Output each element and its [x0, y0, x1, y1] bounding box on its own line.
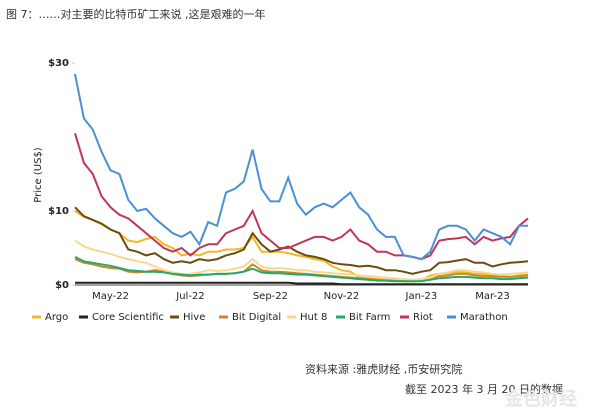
series-line: [74, 133, 529, 261]
x-tick-label: Nov-22: [324, 291, 360, 302]
legend-label: Core Scientific: [92, 312, 164, 323]
y-tick-label: $10: [48, 206, 69, 217]
watermark: 金色财经: [504, 388, 577, 410]
legend-label: Hut 8: [300, 312, 327, 323]
x-tick-label: May-22: [92, 291, 129, 302]
x-tick-label: Jan-23: [405, 291, 438, 302]
series-line: [74, 256, 529, 283]
series-line: [74, 73, 528, 261]
y-tick-label: $30: [48, 58, 69, 69]
legend-label: Hive: [183, 312, 205, 323]
chart-title: 图 7：……对主要的比特币矿工来说 ,这是艰难的一年: [6, 7, 266, 21]
x-tick-label: Jul-22: [175, 291, 204, 302]
source: 资料来源 :雅虎财经 ,币安研究院: [305, 362, 462, 376]
x-tick-label: Sep-22: [253, 291, 288, 302]
legend-label: Argo: [45, 312, 68, 323]
series-line: [74, 239, 529, 281]
note: 截至 2023 年 3 月 20 日的数据: [405, 382, 563, 396]
legend-label: Bit Digital: [232, 312, 281, 323]
y-axis-title: Price (US$): [33, 147, 44, 203]
y-tick-label: $0: [55, 280, 69, 291]
legend-label: Bit Farm: [349, 312, 390, 323]
x-tick-label: Mar-23: [475, 291, 510, 302]
legend-label: Marathon: [460, 312, 508, 323]
series-line: [75, 281, 528, 286]
series-line: [74, 206, 529, 275]
legend-label: Riot: [413, 312, 433, 323]
